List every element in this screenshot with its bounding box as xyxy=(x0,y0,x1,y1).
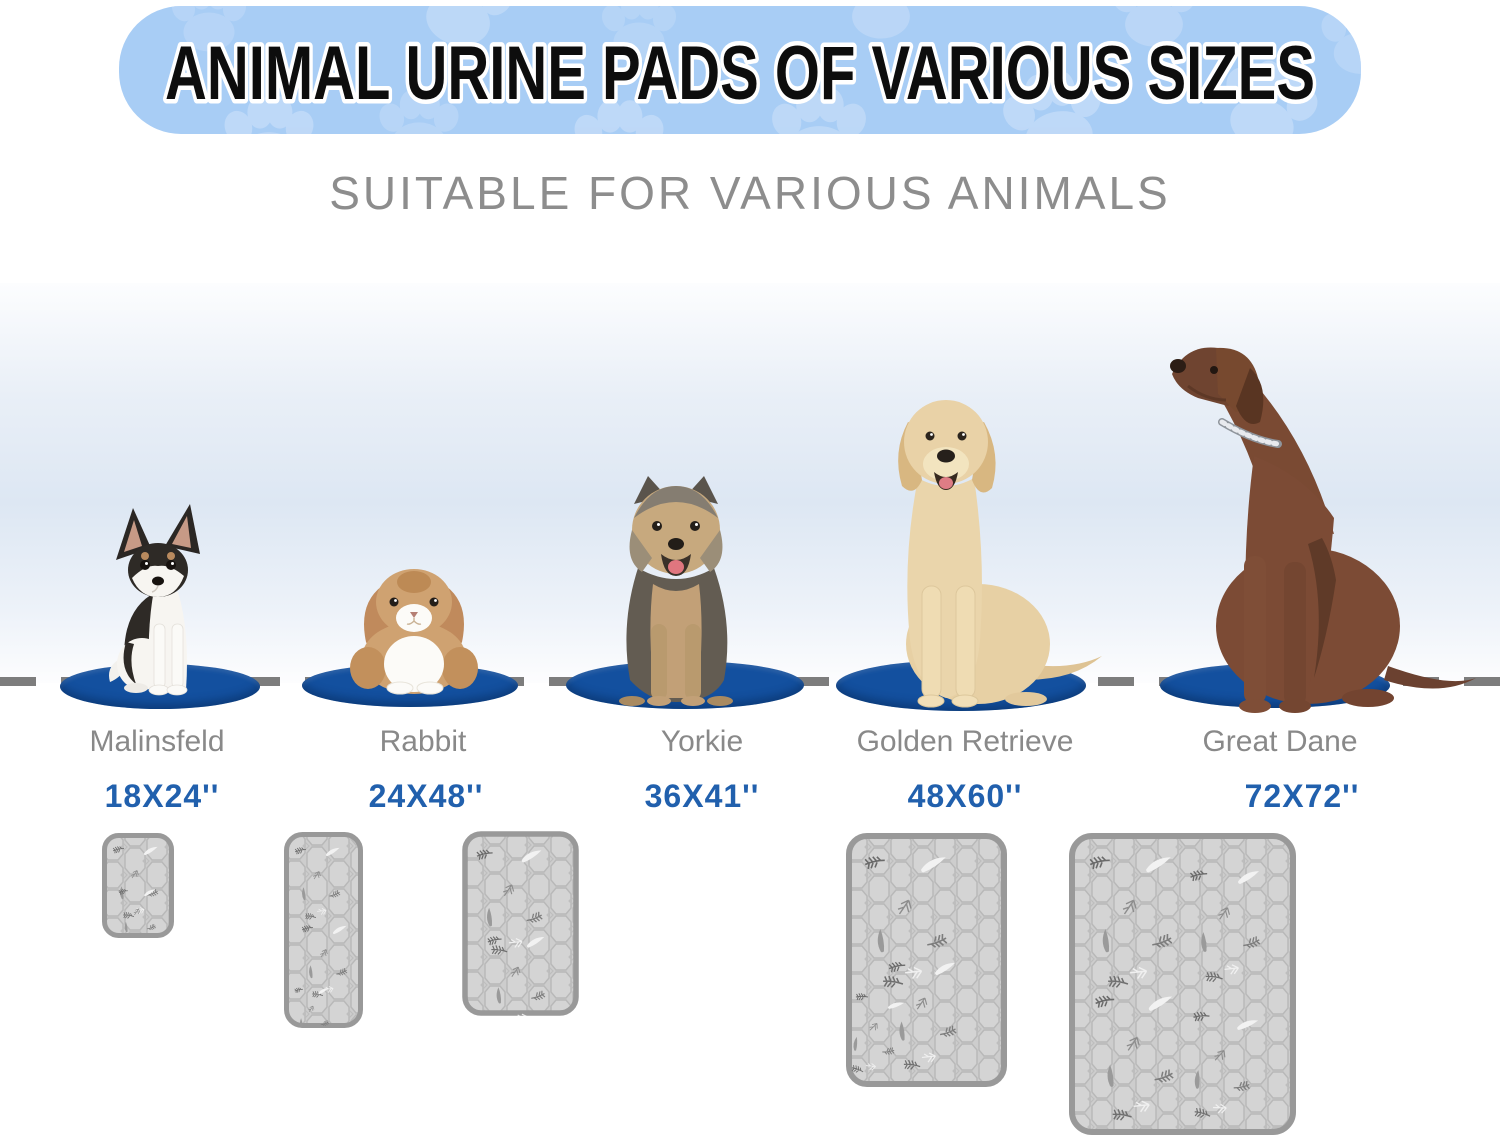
animal-illustration-yorkie xyxy=(619,476,733,706)
pad-image-18x24 xyxy=(102,833,174,938)
pad-size-label: 36X41'' xyxy=(644,778,760,814)
pad-size-label: 48X60'' xyxy=(907,778,1023,814)
animal-name-label: Golden Retrieve xyxy=(856,725,1074,758)
title-banner: ANIMAL URINE PADS OF VARIOUS SIZES xyxy=(119,6,1361,134)
main-title: ANIMAL URINE PADS OF VARIOUS SIZES xyxy=(165,31,1315,116)
animal-name-label: Malinsfeld xyxy=(89,725,225,758)
pad-image-72x72 xyxy=(1069,833,1296,1135)
pad-image-48x60 xyxy=(846,833,1007,1087)
main-title-svg: ANIMAL URINE PADS OF VARIOUS SIZES xyxy=(161,27,1320,121)
animal-illustration-chihuahua xyxy=(109,504,200,696)
animal-illustration-rabbit xyxy=(350,569,478,695)
subtitle: SUITABLE FOR VARIOUS ANIMALS xyxy=(329,167,1171,219)
pad-size-label: 18X24'' xyxy=(104,778,220,814)
animal-name-label: Yorkie xyxy=(660,725,744,758)
animal-illustration-great-dane xyxy=(1170,347,1476,713)
pad-image-36x41 xyxy=(462,831,579,1016)
animal-name-label: Great Dane xyxy=(1202,725,1358,758)
pad-size-label: 24X48'' xyxy=(368,778,484,814)
animal-name-label: Rabbit xyxy=(379,725,467,758)
pad-size-label: 72X72'' xyxy=(1244,778,1360,814)
pad-image-24x48 xyxy=(284,832,363,1028)
animal-illustration-golden-retriever xyxy=(898,400,1102,708)
